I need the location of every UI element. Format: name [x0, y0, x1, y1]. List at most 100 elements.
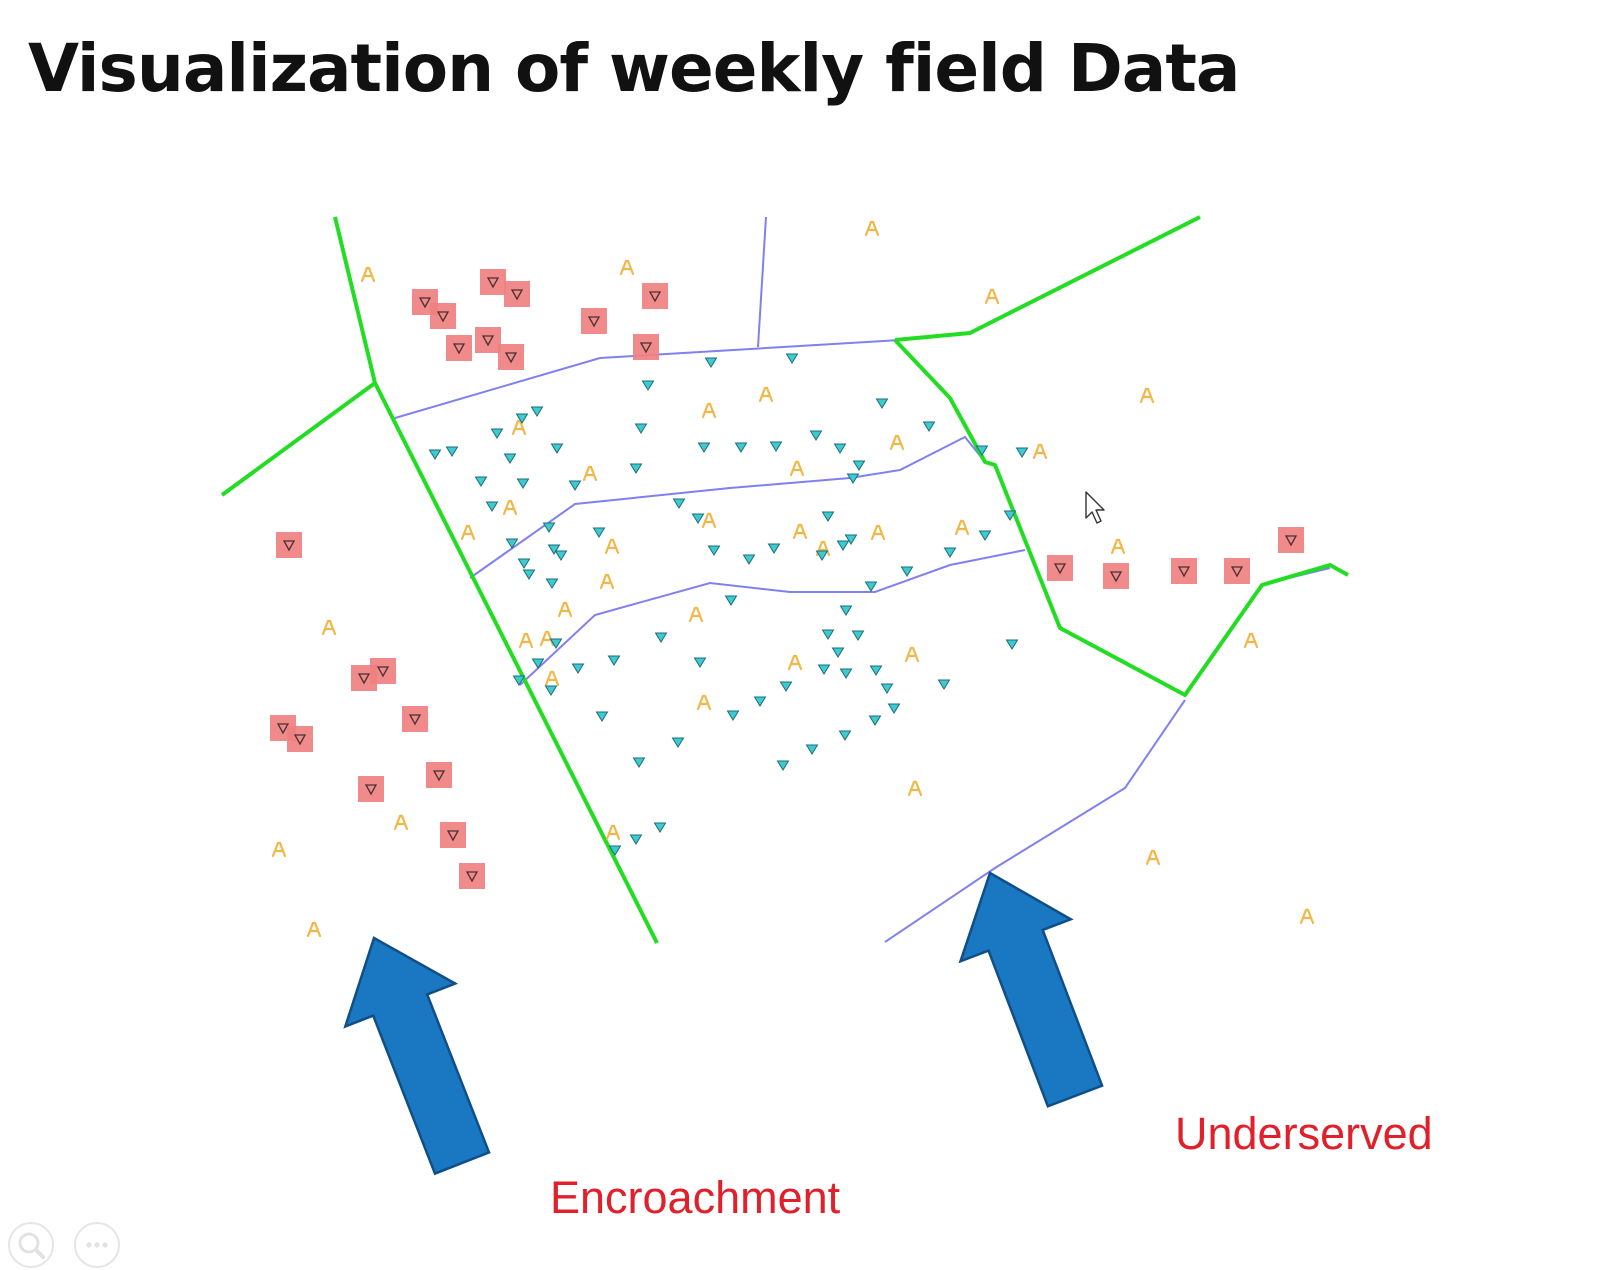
survey-point-marker	[978, 530, 992, 541]
survey-point-marker	[474, 476, 488, 487]
household-marker	[984, 288, 1000, 305]
household-marker	[1139, 387, 1155, 404]
zoom-search-button[interactable]	[8, 1222, 54, 1268]
household-marker	[511, 419, 527, 436]
survey-point-marker	[785, 353, 799, 364]
encroachment-marker	[642, 283, 668, 309]
survey-point-marker	[522, 569, 536, 580]
encroachment-box	[1171, 558, 1197, 584]
household-marker	[599, 573, 615, 590]
survey-point-marker	[868, 715, 882, 726]
encroachment-markers	[270, 269, 1304, 889]
household-marker	[1243, 632, 1259, 649]
household-marker	[864, 220, 880, 237]
survey-point-marker	[607, 655, 621, 666]
survey-point-marker	[503, 453, 517, 464]
underserved-arrow	[958, 871, 1104, 1108]
mouse-cursor-icon	[1085, 491, 1105, 524]
annotation-arrows	[343, 871, 1104, 1176]
slide-title: Visualization of weekly field Data	[28, 30, 1240, 107]
survey-point-marker	[753, 696, 767, 707]
more-options-button[interactable]	[74, 1222, 120, 1268]
encroachment-marker	[475, 327, 501, 353]
survey-point-marker	[544, 685, 558, 696]
encroachment-symbol	[486, 277, 500, 289]
encroachment-symbol	[1177, 566, 1191, 578]
survey-point-marker	[900, 566, 914, 577]
survey-point-marker	[821, 629, 835, 640]
household-marker	[889, 434, 905, 451]
survey-point-marker	[653, 822, 667, 833]
survey-point-marker	[846, 473, 860, 484]
survey-point-marker	[975, 445, 989, 456]
search-icon	[18, 1232, 45, 1259]
survey-point-marker	[821, 511, 835, 522]
survey-point-marker	[887, 703, 901, 714]
survey-point-marker	[550, 443, 564, 454]
survey-point-marker	[693, 657, 707, 668]
survey-point-marker	[922, 421, 936, 432]
survey-point-markers	[428, 353, 1029, 856]
encroachment-symbol	[465, 871, 479, 883]
encroachment-marker	[287, 726, 313, 752]
survey-point-marker	[817, 664, 831, 675]
encroachment-marker	[426, 762, 452, 788]
road-line	[519, 549, 1026, 686]
encroachment-box	[446, 335, 472, 361]
household-marker	[1110, 538, 1126, 555]
survey-point-marker	[671, 737, 685, 748]
encroachment-marker	[1224, 558, 1250, 584]
road-line	[394, 339, 901, 419]
survey-point-marker	[839, 668, 853, 679]
encroachment-symbol	[504, 352, 518, 364]
survey-point-marker	[704, 357, 718, 368]
boundary-line	[894, 215, 1201, 342]
survey-point-marker	[839, 605, 853, 616]
encroachment-marker	[440, 822, 466, 848]
encroachment-symbol	[293, 734, 307, 746]
encroachment-box	[504, 281, 530, 307]
encroachment-marker	[430, 303, 456, 329]
encroachment-symbol	[481, 335, 495, 347]
survey-point-marker	[517, 558, 531, 569]
survey-point-marker	[844, 534, 858, 545]
survey-point-marker	[726, 710, 740, 721]
encroachment-box	[426, 762, 452, 788]
encroachment-box	[1103, 563, 1129, 589]
encroachment-box	[276, 532, 302, 558]
household-marker	[393, 814, 409, 831]
survey-point-marker	[831, 647, 845, 658]
survey-point-marker	[833, 443, 847, 454]
survey-point-marker	[769, 441, 783, 452]
survey-point-marker	[629, 834, 643, 845]
survey-point-marker	[505, 538, 519, 549]
household-marker	[544, 670, 560, 687]
encroachment-marker	[358, 776, 384, 802]
household-marker	[792, 523, 808, 540]
household-marker	[582, 465, 598, 482]
household-marker	[360, 266, 376, 283]
encroachment-symbol	[364, 784, 378, 796]
household-marker	[688, 606, 704, 623]
survey-point-marker	[691, 513, 705, 524]
survey-point-marker	[776, 760, 790, 771]
household-marker	[758, 386, 774, 403]
boundary-line	[220, 381, 377, 497]
household-markers	[271, 220, 1315, 938]
encroachment-marker	[1047, 555, 1073, 581]
survey-point-marker	[641, 380, 655, 391]
survey-point-marker	[836, 540, 850, 551]
survey-point-marker	[629, 463, 643, 474]
household-marker	[696, 694, 712, 711]
encroachment-arrow	[343, 936, 491, 1176]
survey-point-marker	[634, 423, 648, 434]
encroachment-symbol	[1230, 566, 1244, 578]
encroachment-marker	[402, 706, 428, 732]
encroachment-box	[480, 269, 506, 295]
survey-point-marker	[864, 581, 878, 592]
encroachment-box	[358, 776, 384, 802]
encroachment-box	[1224, 558, 1250, 584]
encroachment-box	[642, 283, 668, 309]
survey-point-marker	[880, 683, 894, 694]
